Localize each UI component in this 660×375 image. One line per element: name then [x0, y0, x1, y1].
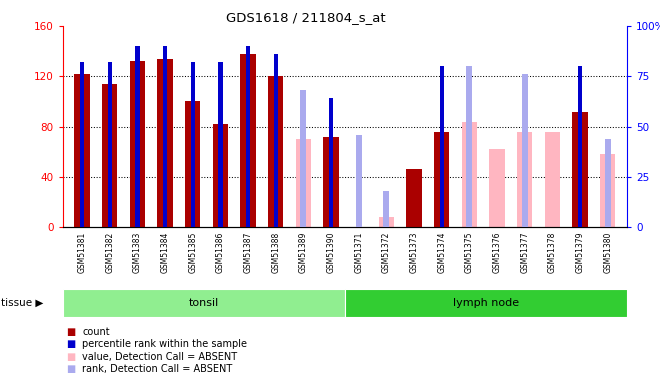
- Bar: [517, 132, 532, 227]
- Text: GSM51388: GSM51388: [271, 232, 280, 273]
- Bar: [102, 84, 117, 227]
- Text: GSM51376: GSM51376: [492, 232, 502, 273]
- Text: GSM51384: GSM51384: [160, 232, 170, 273]
- Text: ■: ■: [66, 364, 75, 374]
- Bar: [407, 169, 422, 227]
- Bar: [163, 46, 167, 227]
- Bar: [268, 76, 283, 227]
- Text: GSM51379: GSM51379: [576, 232, 585, 273]
- Text: GSM51378: GSM51378: [548, 232, 557, 273]
- Text: percentile rank within the sample: percentile rank within the sample: [82, 339, 248, 349]
- Bar: [191, 62, 195, 227]
- Bar: [63, 289, 345, 317]
- Bar: [323, 136, 339, 227]
- Bar: [296, 139, 311, 227]
- Bar: [440, 66, 444, 227]
- Text: GSM51372: GSM51372: [382, 232, 391, 273]
- Bar: [80, 62, 84, 227]
- Bar: [383, 191, 389, 227]
- Text: ■: ■: [66, 327, 75, 337]
- Text: GSM51380: GSM51380: [603, 232, 612, 273]
- Bar: [544, 132, 560, 227]
- Text: GSM51390: GSM51390: [327, 232, 335, 273]
- Bar: [213, 124, 228, 227]
- Text: GSM51375: GSM51375: [465, 232, 474, 273]
- Bar: [158, 59, 173, 227]
- Bar: [240, 54, 255, 227]
- Bar: [273, 54, 278, 227]
- Text: GSM51389: GSM51389: [299, 232, 308, 273]
- Text: GSM51383: GSM51383: [133, 232, 142, 273]
- Bar: [600, 154, 615, 227]
- Bar: [130, 62, 145, 227]
- Bar: [246, 46, 250, 227]
- Bar: [185, 102, 201, 227]
- Text: value, Detection Call = ABSENT: value, Detection Call = ABSENT: [82, 352, 238, 362]
- Bar: [356, 135, 362, 227]
- Bar: [434, 132, 449, 227]
- Text: GSM51373: GSM51373: [409, 232, 418, 273]
- Text: GSM51385: GSM51385: [188, 232, 197, 273]
- Text: tonsil: tonsil: [189, 298, 219, 308]
- Text: GDS1618 / 211804_s_at: GDS1618 / 211804_s_at: [226, 11, 385, 24]
- Text: rank, Detection Call = ABSENT: rank, Detection Call = ABSENT: [82, 364, 233, 374]
- Bar: [329, 99, 333, 227]
- Text: GSM51374: GSM51374: [437, 232, 446, 273]
- Bar: [572, 111, 587, 227]
- Text: GSM51382: GSM51382: [105, 232, 114, 273]
- Text: ■: ■: [66, 352, 75, 362]
- Bar: [605, 139, 611, 227]
- Text: count: count: [82, 327, 110, 337]
- Text: ■: ■: [66, 339, 75, 349]
- Bar: [75, 74, 90, 227]
- Bar: [300, 90, 306, 227]
- Text: GSM51371: GSM51371: [354, 232, 363, 273]
- Text: GSM51387: GSM51387: [244, 232, 253, 273]
- Text: GSM51386: GSM51386: [216, 232, 225, 273]
- Bar: [578, 66, 582, 227]
- Text: lymph node: lymph node: [453, 298, 519, 308]
- Bar: [467, 66, 472, 227]
- Bar: [379, 217, 394, 227]
- Bar: [345, 289, 627, 317]
- Bar: [218, 62, 222, 227]
- Bar: [135, 46, 139, 227]
- Text: tissue ▶: tissue ▶: [1, 298, 44, 308]
- Bar: [108, 62, 112, 227]
- Bar: [462, 122, 477, 227]
- Text: GSM51381: GSM51381: [78, 232, 86, 273]
- Bar: [522, 74, 527, 227]
- Text: GSM51377: GSM51377: [520, 232, 529, 273]
- Bar: [489, 149, 505, 227]
